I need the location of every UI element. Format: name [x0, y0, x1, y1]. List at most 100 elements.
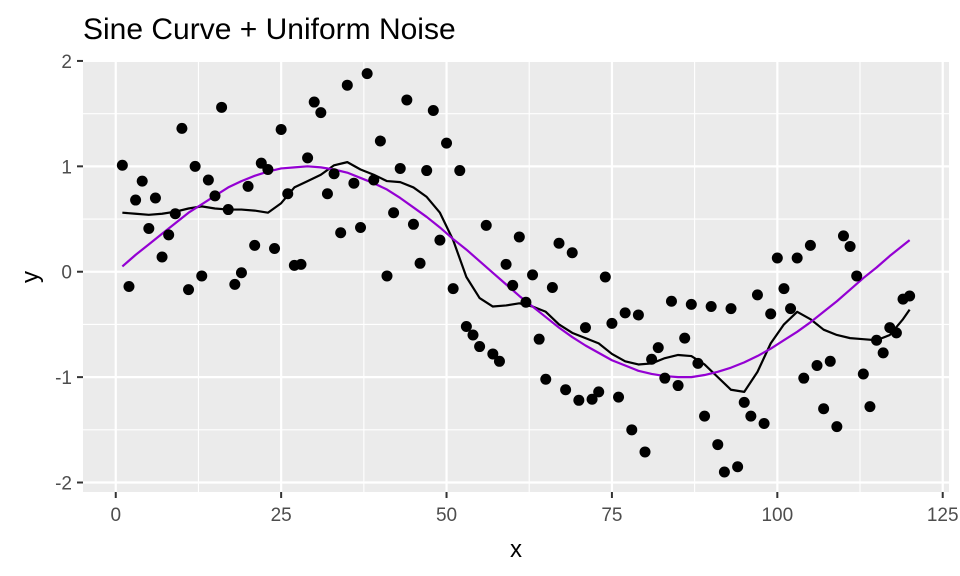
x-axis: 0 25 50 75 100 125	[110, 492, 959, 526]
data-point	[560, 384, 572, 396]
data-point	[407, 218, 419, 230]
chart-lines	[121, 161, 911, 393]
data-point	[685, 298, 697, 310]
data-point	[493, 355, 505, 367]
data-point	[348, 177, 360, 189]
data-point	[831, 421, 843, 433]
data-point	[738, 396, 750, 408]
data-points	[116, 68, 916, 478]
data-point	[778, 283, 790, 295]
data-point	[209, 190, 221, 202]
data-point	[242, 180, 254, 192]
data-point	[626, 424, 638, 436]
data-point	[460, 321, 472, 333]
data-point	[718, 466, 730, 478]
data-point	[447, 283, 459, 295]
data-point	[308, 96, 320, 108]
data-point	[586, 393, 598, 405]
data-point	[520, 296, 532, 308]
y-axis-title: y	[17, 271, 44, 283]
data-point	[136, 175, 148, 187]
data-point	[593, 386, 605, 398]
data-point	[818, 403, 830, 415]
data-point	[692, 357, 704, 369]
data-point	[421, 165, 433, 177]
data-point	[864, 401, 876, 413]
data-point	[341, 79, 353, 91]
data-point	[646, 353, 658, 365]
y-axis: -2 -1 0 1 2	[55, 52, 83, 495]
data-point	[388, 207, 400, 219]
data-point	[487, 348, 499, 360]
data-point	[355, 221, 367, 233]
data-point	[361, 68, 373, 80]
data-point	[679, 332, 691, 344]
data-point	[877, 347, 889, 359]
data-point	[269, 243, 281, 255]
data-point	[315, 107, 327, 119]
data-point	[262, 164, 274, 175]
data-point	[176, 122, 188, 134]
data-point	[500, 258, 512, 270]
plot-panel	[83, 62, 949, 492]
data-point	[573, 394, 585, 406]
data-point	[295, 258, 307, 270]
data-point	[249, 239, 261, 251]
data-point	[613, 391, 625, 403]
data-point	[282, 188, 294, 200]
data-point	[632, 309, 644, 321]
data-point	[163, 229, 175, 241]
data-point	[156, 251, 168, 263]
data-point	[546, 282, 558, 294]
x-tick-label: 125	[927, 505, 959, 526]
y-tick-label: -2	[55, 474, 72, 495]
data-point	[116, 159, 128, 171]
data-point	[599, 271, 611, 283]
data-point	[837, 230, 849, 242]
data-point	[467, 329, 479, 341]
data-point	[844, 240, 856, 252]
data-point	[368, 174, 380, 186]
data-point	[758, 418, 770, 429]
data-point	[579, 322, 591, 334]
x-tick-label: 0	[110, 505, 121, 526]
data-point	[751, 289, 763, 301]
data-point	[196, 270, 208, 282]
data-point	[222, 204, 234, 216]
data-point	[302, 152, 314, 164]
data-point	[712, 439, 724, 451]
data-point	[123, 280, 135, 292]
data-point	[665, 295, 677, 307]
data-point	[659, 372, 671, 384]
y-tick-label: 0	[61, 263, 72, 284]
data-point	[143, 223, 155, 235]
data-point	[619, 307, 631, 319]
data-point	[765, 308, 777, 320]
chart-title: Sine Curve + Uniform Noise	[83, 13, 456, 46]
data-point	[480, 219, 492, 231]
x-tick-label: 75	[601, 505, 622, 526]
data-point	[904, 290, 916, 302]
data-point	[553, 237, 565, 249]
data-point	[527, 269, 539, 281]
data-point	[454, 165, 466, 177]
data-point	[566, 247, 578, 259]
data-point	[824, 355, 836, 367]
data-point	[890, 327, 902, 339]
data-point	[189, 160, 201, 172]
data-point	[725, 303, 737, 315]
data-point	[183, 284, 195, 296]
data-point	[699, 410, 711, 422]
data-point	[130, 194, 142, 206]
data-point	[811, 360, 823, 372]
data-point	[374, 135, 386, 147]
data-point	[606, 317, 618, 329]
data-point	[202, 174, 214, 186]
data-point	[169, 208, 181, 220]
data-point	[229, 278, 241, 290]
x-tick-label: 25	[271, 505, 292, 526]
data-point	[321, 188, 333, 200]
x-axis-title: x	[510, 536, 522, 563]
data-point	[414, 257, 426, 269]
data-point	[771, 252, 783, 264]
